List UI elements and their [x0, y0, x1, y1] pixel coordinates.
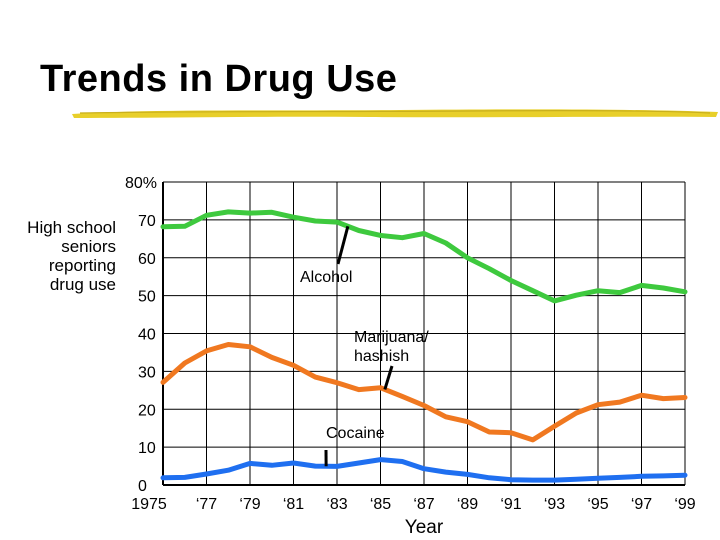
- title-underline-brushstroke: [72, 109, 718, 118]
- annotation-pointer-alcohol: [336, 225, 350, 265]
- chart-axes: [162, 182, 685, 486]
- y-tick-label-0: 0: [138, 478, 147, 495]
- x-axis-title: Year: [405, 517, 444, 538]
- series-line-cocaine: [160, 457, 688, 483]
- x-tick-label-1997: ‘97: [631, 496, 652, 513]
- annotation-label-cocaine: Cocaine: [326, 425, 385, 442]
- x-tick-label-1981: ‘81: [283, 496, 304, 513]
- annotation-label-alcohol: Alcohol: [300, 269, 352, 286]
- y-tick-label-60: 60: [138, 251, 156, 268]
- series-line-alcohol: [160, 209, 688, 304]
- chart-series: [160, 209, 688, 483]
- y-tick-label-50: 50: [138, 289, 156, 306]
- y-tick-label-10: 10: [138, 440, 156, 457]
- chart-annotations: Alcohol Marijuana/hashish Cocaine: [300, 225, 429, 467]
- annotation-pointer-marijuana-hashish: [383, 365, 394, 390]
- y-tick-label-80: 80%: [125, 175, 157, 192]
- x-tick-label-1983: ‘83: [326, 496, 347, 513]
- x-tick-label-1999: ‘99: [674, 496, 695, 513]
- x-tick-label-1975: 1975: [131, 496, 167, 513]
- x-tick-label-1977: ‘77: [196, 496, 217, 513]
- x-tick-label-1989: ‘89: [457, 496, 478, 513]
- x-tick-label-1979: ‘79: [239, 496, 260, 513]
- y-tick-label-40: 40: [138, 327, 156, 344]
- slide-title: Trends in Drug Use: [40, 58, 398, 100]
- x-tick-label-1993: ‘93: [544, 496, 565, 513]
- y-tick-label-70: 70: [138, 213, 156, 230]
- x-tick-label-1987: ‘87: [413, 496, 434, 513]
- y-axis-label: High school seniors reporting drug use: [27, 218, 116, 294]
- x-tick-label-1985: ‘85: [370, 496, 391, 513]
- x-tick-label-1991: ‘91: [500, 496, 521, 513]
- y-tick-label-30: 30: [138, 364, 156, 381]
- x-tick-label-1995: ‘95: [587, 496, 608, 513]
- y-tick-label-20: 20: [138, 402, 156, 419]
- annotation-label-marijuana-hashish: Marijuana/hashish: [354, 329, 429, 365]
- series-line-marijuana-hashish: [160, 342, 688, 443]
